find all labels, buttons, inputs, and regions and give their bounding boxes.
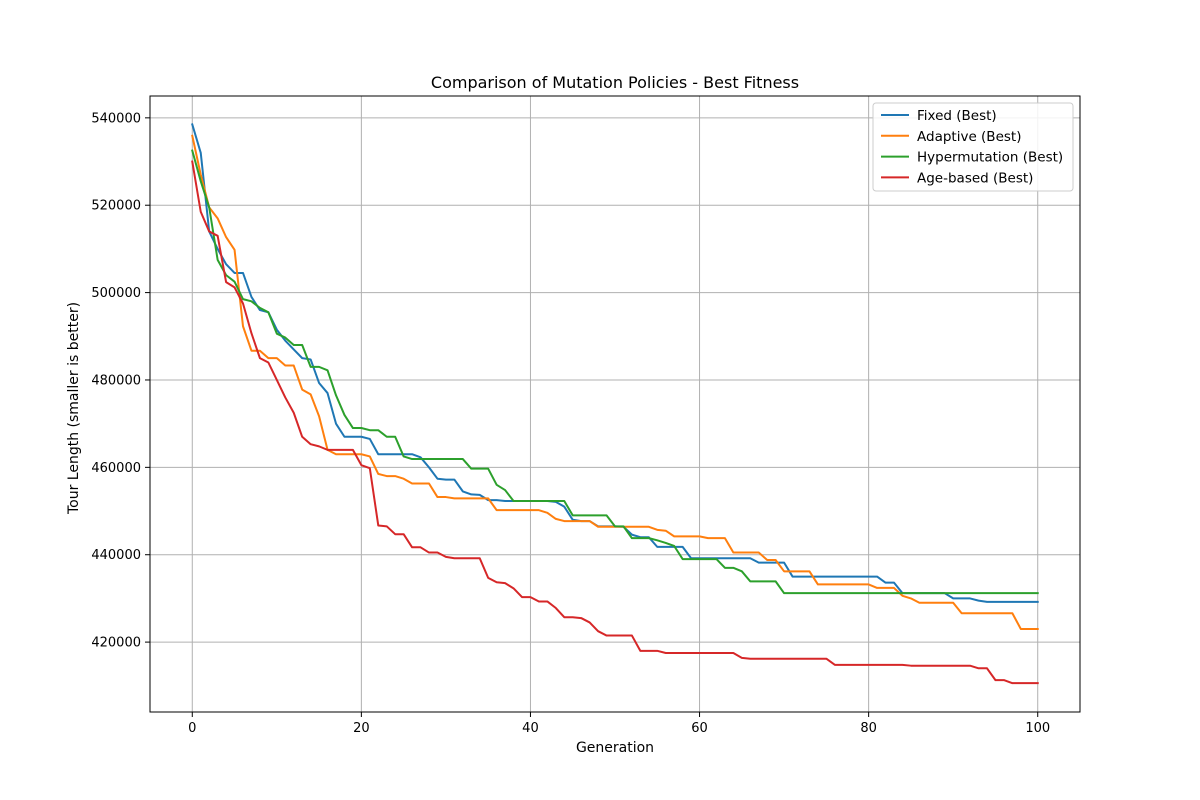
y-tick-label: 500000 [91, 286, 141, 301]
x-tick-label: 60 [691, 721, 708, 736]
y-tick-label: 520000 [91, 199, 141, 214]
x-axis-label: Generation [576, 740, 654, 756]
plot-frame [149, 95, 1081, 713]
legend-entry: Fixed (Best) [917, 108, 997, 124]
legend-entry: Adaptive (Best) [917, 129, 1021, 145]
x-tick-label: 80 [860, 721, 877, 736]
grid [150, 96, 1080, 712]
series-line-3 [191, 149, 1039, 595]
chart-title: Comparison of Mutation Policies - Best F… [431, 73, 799, 92]
y-tick-label: 420000 [91, 636, 141, 651]
x-tick-label: 0 [188, 721, 196, 736]
series-line-4 [191, 160, 1039, 685]
x-tick-label: 40 [522, 721, 539, 736]
y-tick-label: 460000 [91, 461, 141, 476]
legend-box [872, 102, 1074, 192]
y-axis-label: Tour Length (smaller is better) [66, 302, 82, 515]
y-tick-label: 540000 [91, 111, 141, 126]
y-tick-label: 440000 [91, 548, 141, 563]
x-tick-label: 100 [1025, 721, 1050, 736]
x-tick-label: 20 [353, 721, 370, 736]
legend-entry: Hypermutation (Best) [917, 150, 1063, 166]
series-layer [191, 123, 1039, 685]
legend-entry: Age-based (Best) [917, 170, 1033, 186]
y-tick-label: 480000 [91, 373, 141, 388]
axes: 0 20 40 60 80 100 420000 440000 460000 480000 5000… [91, 95, 1081, 736]
legend: Fixed (Best) Adaptive (Best) Hypermutation… [872, 102, 1074, 192]
